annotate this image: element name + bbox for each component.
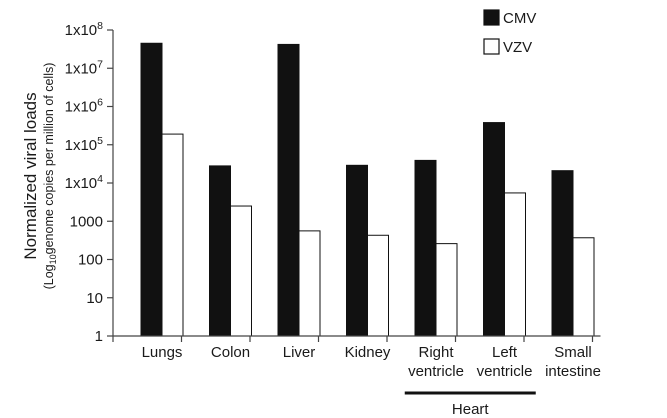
heart-group-bracket: Heart — [404, 391, 536, 418]
bar-cmv-1 — [140, 42, 163, 337]
bar-vzv-6 — [504, 192, 526, 337]
legend-label-vzv: VZV — [503, 39, 532, 56]
y-tick-label: 1x107 — [65, 58, 104, 77]
y-axis-sublabel-subscript: 10 — [48, 254, 58, 264]
bar-vzv-2 — [230, 205, 252, 337]
y-tick-label: 1 — [95, 328, 103, 345]
bar-vzv-5 — [435, 243, 458, 337]
x-tick-label: Kidney — [345, 344, 391, 361]
y-tick-label: 1000 — [70, 213, 103, 230]
x-tick-label: ventricle — [477, 363, 533, 380]
y-axis-sublabel-prefix: (Log — [42, 264, 56, 289]
legend-label-cmv: CMV — [503, 10, 536, 27]
x-tick-label: intestine — [545, 363, 601, 380]
bar-cmv-7 — [551, 170, 574, 337]
x-axis: Lungs Colon Liver Kidney Right ventricle Left v… — [112, 335, 601, 380]
y-tick-label: 1x106 — [65, 97, 104, 116]
bar-vzv-7 — [572, 237, 595, 337]
bars — [140, 42, 595, 337]
y-axis-sublabel: (Log10genome copies per million of cells… — [42, 63, 58, 290]
bar-vzv-3 — [298, 230, 321, 337]
x-tick-label: Left — [492, 344, 518, 361]
y-tick-label: 1x104 — [65, 173, 104, 192]
x-tick-label: Lungs — [142, 344, 183, 361]
x-tick-label: ventricle — [408, 363, 464, 380]
y-tick-label: 1x108 — [65, 20, 104, 39]
bar-cmv-6 — [483, 122, 505, 337]
bar-cmv-4 — [346, 164, 368, 337]
bar-cmv-5 — [414, 159, 437, 337]
x-tick-label: Right — [418, 344, 454, 361]
heart-group-label: Heart — [452, 401, 490, 418]
y-tick-label: 10 — [86, 290, 103, 307]
legend-swatch-cmv — [483, 9, 500, 26]
bar-cmv-3 — [277, 43, 300, 337]
bar-vzv-1 — [161, 133, 184, 337]
y-tick-label: 1x105 — [65, 135, 104, 154]
y-axis-label: Normalized viral loads — [21, 92, 40, 259]
y-tick-label: 100 — [78, 252, 103, 269]
legend-swatch-vzv — [483, 38, 500, 55]
x-tick-label: Liver — [283, 344, 316, 361]
bar-vzv-4 — [367, 234, 389, 337]
x-tick-label: Small — [554, 344, 592, 361]
y-axis-sublabel-suffix: genome copies per million of cells) — [42, 63, 56, 255]
legend: CMV VZV — [483, 9, 536, 56]
x-tick-label: Colon — [211, 344, 250, 361]
y-axis-title: Normalized viral loads (Log10genome copi… — [21, 63, 58, 290]
y-axis: 1 10 100 1000 1x104 1x105 1x106 1x107 1x108 — [65, 20, 114, 345]
bar-cmv-2 — [209, 165, 231, 337]
